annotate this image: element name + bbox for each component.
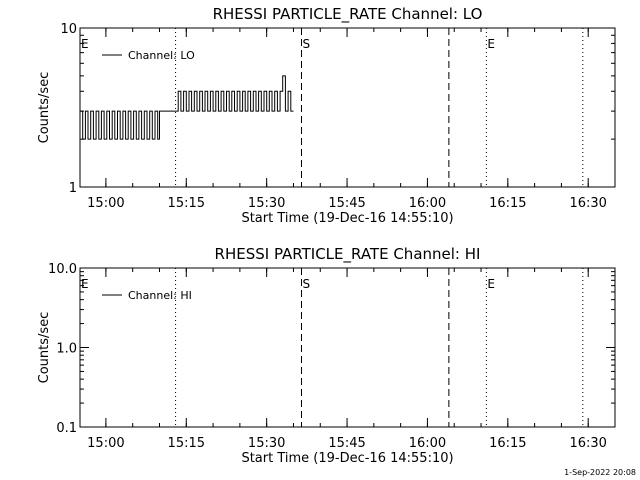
marker-label: S bbox=[303, 37, 311, 51]
x-tick-label: 16:00 bbox=[409, 436, 446, 451]
y-axis-label: Counts/sec bbox=[37, 312, 52, 384]
x-axis-label: Start Time (19-Dec-16 14:55:10) bbox=[241, 451, 453, 466]
x-tick-label: 16:15 bbox=[489, 436, 526, 451]
x-tick-label: 15:00 bbox=[87, 436, 124, 451]
x-tick-label: 16:15 bbox=[489, 196, 526, 211]
chart-title: RHESSI PARTICLE_RATE Channel: LO bbox=[213, 5, 483, 24]
marker-label: E bbox=[81, 37, 89, 51]
x-tick-label: 16:30 bbox=[569, 196, 606, 211]
x-tick-label: 15:30 bbox=[248, 436, 285, 451]
x-axis-label: Start Time (19-Dec-16 14:55:10) bbox=[241, 211, 453, 226]
x-tick-label: 15:15 bbox=[168, 436, 205, 451]
x-tick-label: 15:45 bbox=[328, 196, 365, 211]
x-tick-label: 15:00 bbox=[87, 196, 124, 211]
legend-entry: Channel: LO bbox=[128, 49, 195, 62]
chart-panel-0: RHESSI PARTICLE_RATE Channel: LO 1 10 15:00… bbox=[37, 5, 616, 226]
series-line bbox=[80, 75, 294, 140]
marker-label: E bbox=[487, 277, 495, 291]
marker-label: S bbox=[303, 277, 311, 291]
y-tick-label: 10.0 bbox=[48, 262, 77, 277]
marker-label: E bbox=[487, 37, 495, 51]
y-tick-label: 10 bbox=[60, 22, 77, 37]
y-tick-label: 1.0 bbox=[56, 342, 77, 357]
legend-entry: Channel: HI bbox=[128, 289, 192, 302]
y-tick-label: 0.1 bbox=[56, 421, 77, 436]
chart-title: RHESSI PARTICLE_RATE Channel: HI bbox=[215, 245, 481, 264]
x-tick-label: 15:30 bbox=[248, 196, 285, 211]
footer-timestamp: 1-Sep-2022 20:08 bbox=[564, 468, 636, 477]
chart-panel-1: RHESSI PARTICLE_RATE Channel: HI 0.1 1.0 10… bbox=[37, 245, 616, 466]
x-tick-label: 15:45 bbox=[328, 436, 365, 451]
y-tick-label: 1 bbox=[69, 181, 77, 196]
marker-label: E bbox=[81, 277, 89, 291]
y-axis-label: Counts/sec bbox=[37, 72, 52, 144]
x-tick-label: 15:15 bbox=[168, 196, 205, 211]
x-tick-label: 16:30 bbox=[569, 436, 606, 451]
x-tick-label: 16:00 bbox=[409, 196, 446, 211]
